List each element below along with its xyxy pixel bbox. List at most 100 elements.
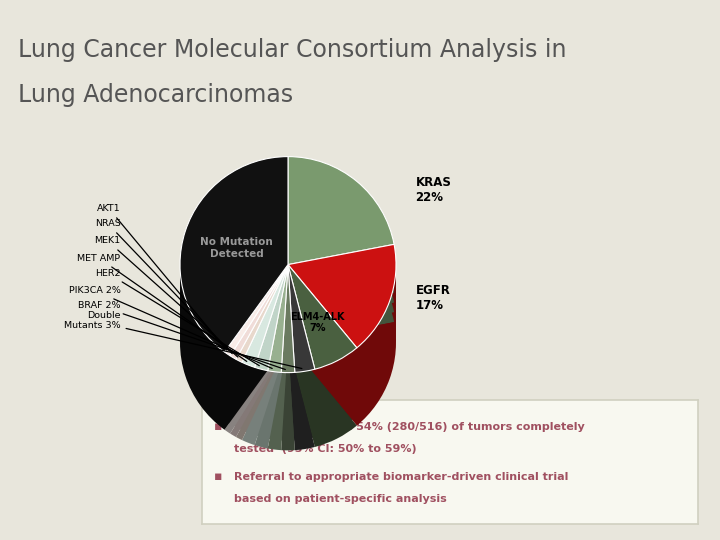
Wedge shape (230, 303, 288, 398)
Wedge shape (288, 195, 394, 303)
Wedge shape (288, 333, 315, 441)
Wedge shape (255, 265, 288, 370)
Wedge shape (255, 333, 288, 438)
Wedge shape (242, 274, 288, 377)
Wedge shape (288, 333, 357, 437)
Wedge shape (180, 176, 288, 372)
Text: tested  (95% CI: 50% to 59%): tested (95% CI: 50% to 59%) (234, 444, 416, 454)
Text: EGFR
17%: EGFR 17% (415, 284, 450, 312)
Wedge shape (288, 176, 394, 284)
Wedge shape (268, 294, 288, 402)
Wedge shape (230, 265, 288, 359)
Wedge shape (225, 313, 288, 404)
Wedge shape (288, 274, 396, 377)
Wedge shape (288, 205, 394, 313)
Wedge shape (225, 303, 288, 395)
Wedge shape (236, 274, 288, 372)
Wedge shape (242, 294, 288, 396)
Wedge shape (268, 303, 288, 411)
Text: ▪: ▪ (214, 470, 222, 483)
Wedge shape (288, 284, 315, 392)
Wedge shape (282, 313, 294, 421)
Text: Mutations found in 54% (280/516) of tumors completely: Mutations found in 54% (280/516) of tumo… (234, 422, 585, 432)
Wedge shape (288, 294, 315, 402)
Text: No Mutation
Detected: No Mutation Detected (200, 237, 273, 259)
Wedge shape (268, 333, 288, 441)
Wedge shape (255, 294, 288, 400)
Wedge shape (288, 234, 394, 342)
Wedge shape (225, 284, 288, 375)
Wedge shape (288, 342, 357, 447)
Wedge shape (236, 323, 288, 421)
Wedge shape (288, 274, 315, 382)
Text: Lung Cancer Molecular Consortium Analysis in: Lung Cancer Molecular Consortium Analysi… (18, 38, 567, 62)
Wedge shape (242, 342, 288, 445)
Wedge shape (225, 342, 288, 434)
Wedge shape (268, 342, 288, 450)
Wedge shape (288, 265, 315, 373)
Wedge shape (230, 342, 288, 437)
Wedge shape (268, 323, 288, 431)
Wedge shape (282, 342, 294, 450)
Wedge shape (255, 313, 288, 419)
Text: based on patient-specific analysis: based on patient-specific analysis (234, 494, 446, 504)
Wedge shape (180, 166, 288, 362)
Wedge shape (288, 294, 357, 399)
Wedge shape (225, 323, 288, 414)
Text: HER2: HER2 (95, 269, 259, 366)
Wedge shape (180, 157, 288, 352)
Wedge shape (282, 323, 294, 431)
Wedge shape (288, 303, 315, 411)
Wedge shape (230, 313, 288, 408)
Wedge shape (288, 323, 357, 428)
Text: ELM4-ALK
7%: ELM4-ALK 7% (290, 312, 345, 333)
Wedge shape (268, 313, 288, 421)
Wedge shape (288, 265, 357, 369)
Wedge shape (180, 225, 288, 420)
Wedge shape (288, 322, 396, 426)
Wedge shape (288, 323, 315, 431)
Wedge shape (282, 274, 294, 382)
Text: Lung Adenocarcinomas: Lung Adenocarcinomas (18, 83, 293, 107)
Wedge shape (255, 274, 288, 380)
Wedge shape (288, 215, 394, 323)
Text: KRAS
22%: KRAS 22% (415, 176, 451, 204)
Text: PIK3CA 2%: PIK3CA 2% (68, 286, 272, 368)
Wedge shape (180, 215, 288, 410)
Wedge shape (230, 284, 288, 379)
Wedge shape (268, 274, 288, 382)
Wedge shape (180, 205, 288, 401)
Wedge shape (288, 284, 357, 389)
Wedge shape (268, 265, 288, 373)
Wedge shape (230, 333, 288, 427)
Wedge shape (288, 166, 394, 274)
Wedge shape (236, 313, 288, 411)
Wedge shape (225, 294, 288, 385)
Wedge shape (282, 294, 294, 402)
Wedge shape (225, 333, 288, 424)
Text: MET AMP: MET AMP (78, 254, 247, 361)
Wedge shape (236, 265, 288, 362)
Text: AKT1: AKT1 (97, 204, 227, 350)
Wedge shape (288, 313, 396, 416)
Wedge shape (236, 284, 288, 382)
Wedge shape (236, 294, 288, 392)
Wedge shape (288, 274, 357, 379)
Wedge shape (180, 186, 288, 381)
Wedge shape (255, 284, 288, 390)
Wedge shape (255, 303, 288, 409)
Wedge shape (236, 342, 288, 440)
Wedge shape (230, 294, 288, 388)
Wedge shape (242, 284, 288, 387)
Wedge shape (288, 225, 394, 333)
Wedge shape (225, 265, 288, 356)
Wedge shape (288, 157, 394, 265)
Wedge shape (288, 245, 396, 348)
Wedge shape (282, 303, 294, 411)
Wedge shape (242, 323, 288, 426)
Wedge shape (242, 303, 288, 406)
Wedge shape (288, 293, 396, 396)
Text: MEK1: MEK1 (94, 237, 238, 357)
Wedge shape (255, 323, 288, 429)
Wedge shape (288, 284, 396, 387)
